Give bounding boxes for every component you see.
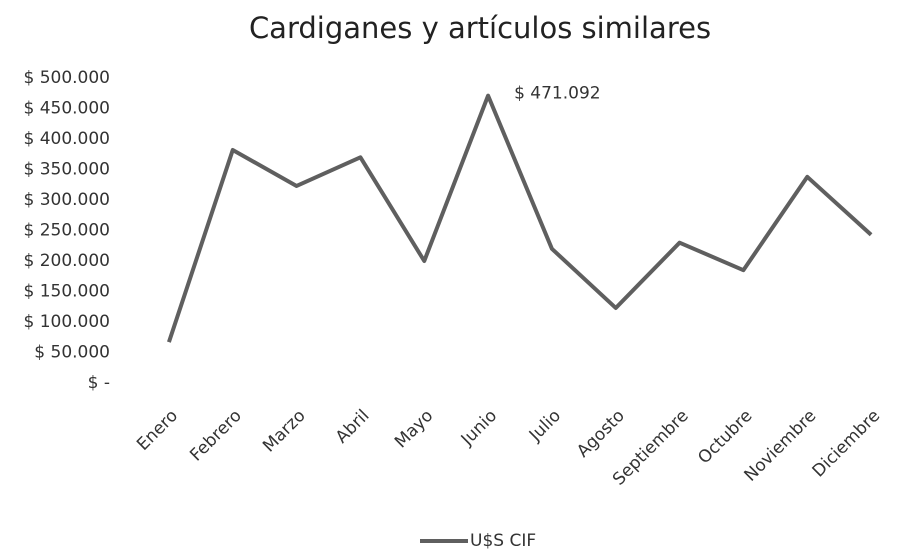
y-tick-label: $ 450.000 <box>23 99 110 119</box>
y-tick-label: $ 50.000 <box>34 343 110 363</box>
legend-label: U$S CIF <box>470 531 536 551</box>
x-tick-label: Diciembre <box>809 406 885 482</box>
x-tick-label: Abril <box>332 406 374 448</box>
x-tick-label: Junio <box>457 406 501 450</box>
y-tick-label: $ 350.000 <box>23 160 110 180</box>
x-tick-label: Agosto <box>573 406 629 462</box>
y-tick-label: $ 400.000 <box>23 129 110 149</box>
x-tick-label: Enero <box>133 406 182 455</box>
x-tick-label: Mayo <box>391 406 437 452</box>
data-label: $ 471.092 <box>514 84 601 104</box>
x-tick-label: Febrero <box>186 406 246 466</box>
x-tick-label: Marzo <box>259 406 309 456</box>
y-tick-label: $ 200.000 <box>23 251 110 271</box>
y-tick-label: $ 500.000 <box>23 68 110 88</box>
x-tick-label: Julio <box>525 406 565 446</box>
y-tick-label: $ 100.000 <box>23 312 110 332</box>
y-tick-label: $ 300.000 <box>23 190 110 210</box>
x-tick-label: Octubre <box>694 406 756 468</box>
y-tick-label: $ 150.000 <box>23 282 110 302</box>
y-tick-label: $ 250.000 <box>23 221 110 241</box>
chart-title: Cardiganes y artículos similares <box>249 11 711 45</box>
series-line <box>167 93 873 343</box>
y-tick-label: $ - <box>88 373 110 393</box>
